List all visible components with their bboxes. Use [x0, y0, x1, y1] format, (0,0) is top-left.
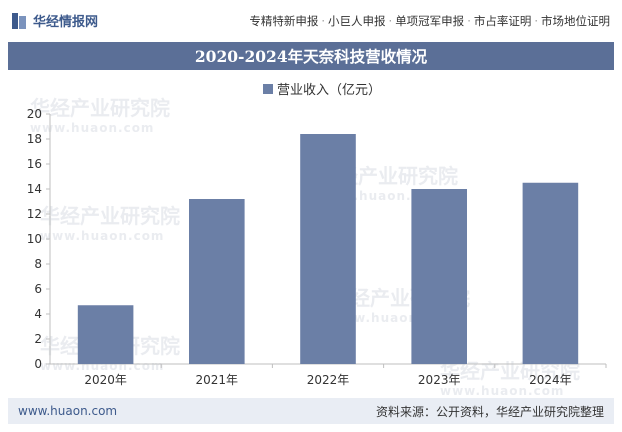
- y-tick-label: 8: [34, 257, 42, 271]
- bar-5: [522, 182, 579, 364]
- nav-separator: ·: [321, 14, 326, 28]
- bar-chart: 营业收入（亿元） 0 2 4 6 8 10 12 14 16 18 20 2020年 2021年 2022年…: [27, 83, 607, 387]
- x-tick-label: 2023年: [418, 373, 461, 387]
- x-tick-label: 2022年: [307, 373, 350, 387]
- title-bar: 2020-2024年天奈科技营收情况: [8, 42, 614, 70]
- nav-item-specialized[interactable]: 专精特新申报: [249, 14, 319, 28]
- top-nav: 专精特新申报 · 小巨人申报 · 单项冠军申报 · 市占率证明 · 市场地位证明: [249, 13, 610, 29]
- y-tick-label: 10: [27, 232, 42, 246]
- nav-separator: ·: [388, 14, 393, 28]
- logo-icon: [12, 12, 26, 29]
- bar-4: [411, 189, 467, 364]
- y-tick-label: 20: [27, 107, 42, 121]
- y-tick-label: 2: [34, 332, 42, 346]
- nav-item-market-position[interactable]: 市场地位证明: [541, 14, 610, 28]
- bar-2: [189, 199, 245, 364]
- bar-3: [300, 134, 356, 364]
- footer: www.huaon.com 资料来源：公开资料，华经产业研究院整理: [8, 398, 614, 424]
- y-tick-label: 12: [27, 207, 42, 221]
- x-tick-label: 2024年: [529, 373, 572, 387]
- logo-text: 华经情报网: [33, 15, 99, 30]
- footer-url[interactable]: www.huaon.com: [18, 404, 118, 418]
- nav-item-market-share[interactable]: 市占率证明: [473, 14, 532, 28]
- y-tick-label: 14: [27, 182, 42, 196]
- y-tick-label: 4: [34, 307, 42, 321]
- chart-title: 2020-2024年天奈科技营收情况: [194, 47, 428, 66]
- nav-separator: ·: [467, 14, 471, 28]
- bar-1: [77, 305, 134, 364]
- nav-item-little-giant[interactable]: 小巨人申报: [328, 14, 386, 28]
- nav-item-single-champion[interactable]: 单项冠军申报: [395, 14, 465, 28]
- footer-source: 资料来源：公开资料，华经产业研究院整理: [375, 404, 604, 419]
- y-tick-label: 18: [27, 132, 42, 146]
- x-tick-label: 2021年: [196, 373, 239, 387]
- nav-separator: ·: [534, 14, 538, 28]
- chart-area: 营业收入（亿元） 0 2 4 6 8 10 12 14 16 18 20 2020年 2021年 2022年…: [0, 74, 622, 396]
- y-tick-label: 0: [34, 357, 42, 371]
- legend-label: 营业收入（亿元）: [277, 83, 381, 98]
- legend-swatch: [263, 84, 273, 94]
- y-tick-label: 6: [34, 282, 42, 296]
- top-bar: 华经情报网 专精特新申报 · 小巨人申报 · 单项冠军申报 · 市占率证明 · 市场地位证明: [0, 0, 622, 42]
- y-tick-label: 16: [27, 157, 42, 171]
- x-tick-label: 2020年: [84, 373, 127, 387]
- logo[interactable]: 华经情报网: [12, 11, 98, 30]
